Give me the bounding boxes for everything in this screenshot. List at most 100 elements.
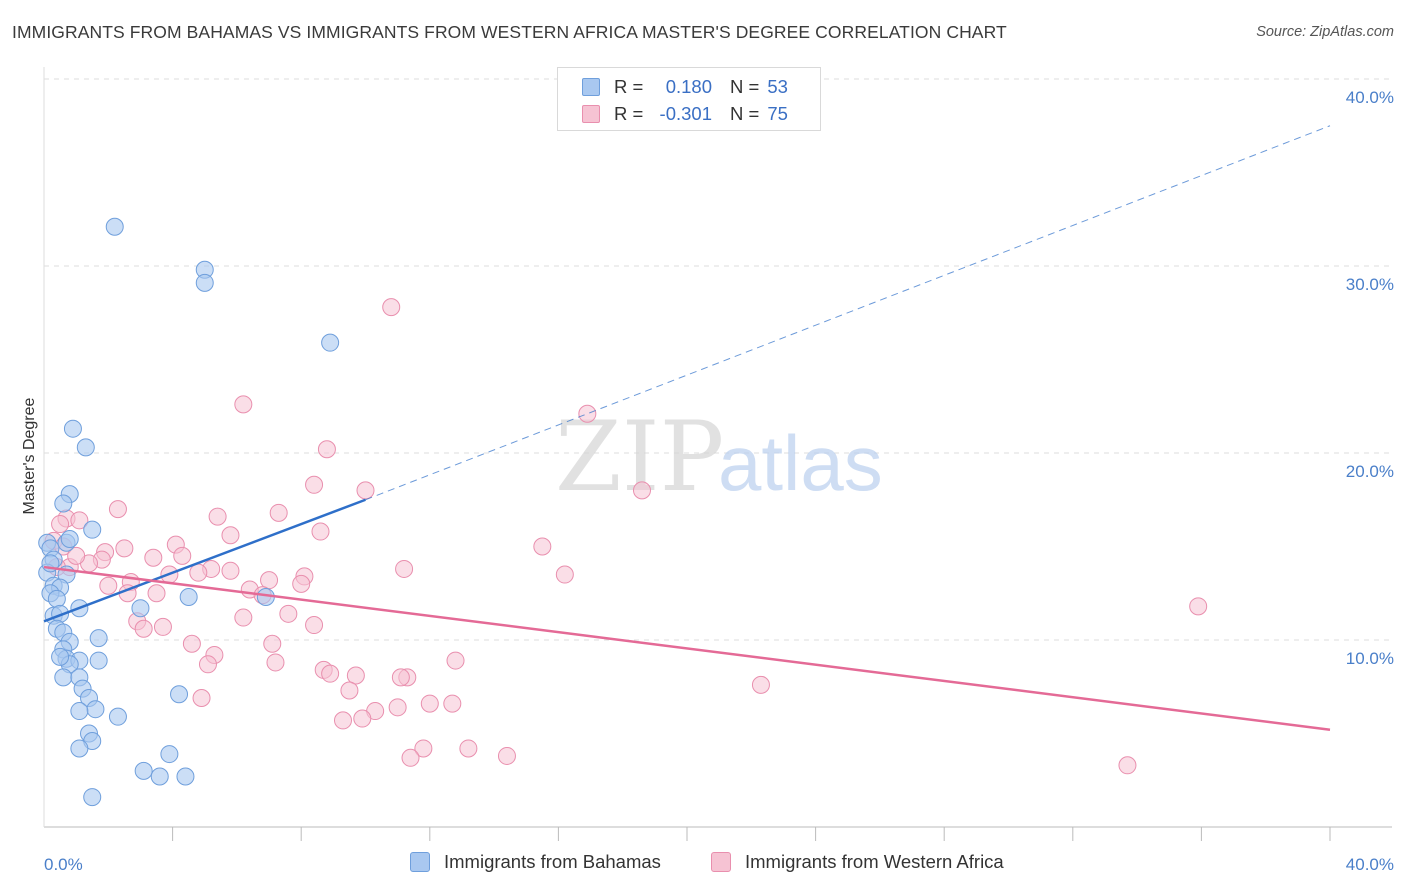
western-africa-point <box>269 503 288 522</box>
western-africa-point <box>497 746 516 765</box>
x-tick-label-min: 0.0% <box>44 855 83 874</box>
western-africa-point <box>395 559 414 578</box>
y-tick-labels: 10.0% 20.0% 30.0% 40.0% <box>1346 88 1394 668</box>
western-africa-point <box>420 694 439 713</box>
legend-n-value: 53 <box>767 76 788 97</box>
western-africa-point <box>321 664 340 683</box>
bahamas-point <box>89 629 108 648</box>
chart-title: IMMIGRANTS FROM BAHAMAS VS IMMIGRANTS FR… <box>12 22 1007 42</box>
western-africa-point <box>99 576 118 595</box>
grid-lines <box>44 78 1392 641</box>
legend-n-label: N = <box>730 76 760 97</box>
western-africa-point <box>173 546 192 565</box>
bahamas-point <box>170 685 189 704</box>
bahamas-point <box>195 273 214 292</box>
western-africa-point <box>751 675 770 694</box>
western-africa-point <box>533 537 552 556</box>
western-africa-point <box>182 634 201 653</box>
correlation-legend: R = 0.180 N = 53 R = -0.301 N = 75 <box>557 67 821 131</box>
western-africa-point <box>1189 597 1208 616</box>
bahamas-point <box>51 647 70 666</box>
legend-r-label: R = <box>614 103 644 124</box>
western-africa-point <box>459 739 478 758</box>
western-africa-point <box>153 617 172 636</box>
western-africa-point <box>70 511 89 530</box>
legend-swatch-pink <box>582 105 600 123</box>
western-africa-point <box>555 565 574 584</box>
legend-row-bahamas: R = 0.180 N = 53 <box>582 74 788 100</box>
western-africa-point <box>234 608 253 627</box>
bahamas-point <box>70 739 89 758</box>
bahamas-point <box>150 767 169 786</box>
western-africa-point <box>134 619 153 638</box>
source-label: Source: ZipAtlas.com <box>1256 24 1394 40</box>
western-africa-point <box>234 395 253 414</box>
western-africa-point <box>388 698 407 717</box>
legend-item-bahamas: Immigrants from Bahamas <box>410 851 661 873</box>
western-africa-point <box>578 404 597 423</box>
western-africa-point <box>353 709 372 728</box>
watermark-atlas: atlas <box>718 419 883 507</box>
legend-swatch-blue <box>582 78 600 96</box>
bahamas-point <box>86 700 105 719</box>
bahamas-point <box>105 217 124 236</box>
western-africa-point <box>391 668 410 687</box>
bahamas-point <box>89 651 108 670</box>
bahamas-point <box>63 419 82 438</box>
western-africa-point <box>1118 756 1137 775</box>
western-africa-point <box>221 561 240 580</box>
y-tick-label: 20.0% <box>1346 462 1394 481</box>
bahamas-point <box>54 668 73 687</box>
bahamas-point <box>83 520 102 539</box>
legend-r-value: -0.301 <box>659 103 712 124</box>
western-africa-point <box>67 546 86 565</box>
western-africa-point <box>317 440 336 459</box>
y-tick-label: 30.0% <box>1346 275 1394 294</box>
series-bahamas-points <box>38 217 340 807</box>
western-africa-point <box>401 748 420 767</box>
legend-r-label: R = <box>614 76 644 97</box>
western-africa-point <box>279 604 298 623</box>
western-africa-point <box>208 507 227 526</box>
bahamas-point <box>83 788 102 807</box>
western-africa-point <box>443 694 462 713</box>
western-africa-point <box>198 655 217 674</box>
bahamas-point <box>108 707 127 726</box>
legend-item-western-africa: Immigrants from Western Africa <box>711 851 1004 873</box>
western-africa-point <box>260 571 279 590</box>
western-africa-point <box>340 681 359 700</box>
western-africa-point <box>51 515 70 534</box>
western-africa-point <box>108 500 127 519</box>
bahamas-point <box>47 589 66 608</box>
y-tick-label: 40.0% <box>1346 88 1394 107</box>
bahamas-point <box>70 702 89 721</box>
western-africa-point <box>346 666 365 685</box>
x-tick-label-max: 40.0% <box>1346 855 1394 874</box>
y-axis-label: Master's Degree <box>21 397 38 514</box>
bahamas-point <box>134 761 153 780</box>
legend-r-value: 0.180 <box>665 76 712 97</box>
western-africa-point <box>292 574 311 593</box>
western-africa-point <box>263 634 282 653</box>
trend-lines <box>43 125 1331 732</box>
western-africa-point <box>115 539 134 558</box>
legend-n-value: 75 <box>767 103 788 124</box>
x-tick-marks <box>172 827 1331 841</box>
western-africa-point <box>632 481 651 500</box>
western-africa-point <box>333 711 352 730</box>
bahamas-point <box>54 494 73 513</box>
western-africa-point <box>305 616 324 635</box>
bahamas-point <box>179 587 198 606</box>
western-africa-point <box>311 522 330 541</box>
watermark: ZIP atlas <box>555 401 883 513</box>
bahamas-trend-line <box>43 498 366 623</box>
bahamas-point <box>176 767 195 786</box>
bahamas-point <box>76 438 95 457</box>
western-africa-point <box>221 526 240 545</box>
y-tick-label: 10.0% <box>1346 649 1394 668</box>
legend-label-western-africa: Immigrants from Western Africa <box>745 851 1004 872</box>
western-africa-point <box>305 475 324 494</box>
bahamas-point <box>60 530 79 549</box>
series-legend: Immigrants from Bahamas Immigrants from … <box>0 851 1406 879</box>
